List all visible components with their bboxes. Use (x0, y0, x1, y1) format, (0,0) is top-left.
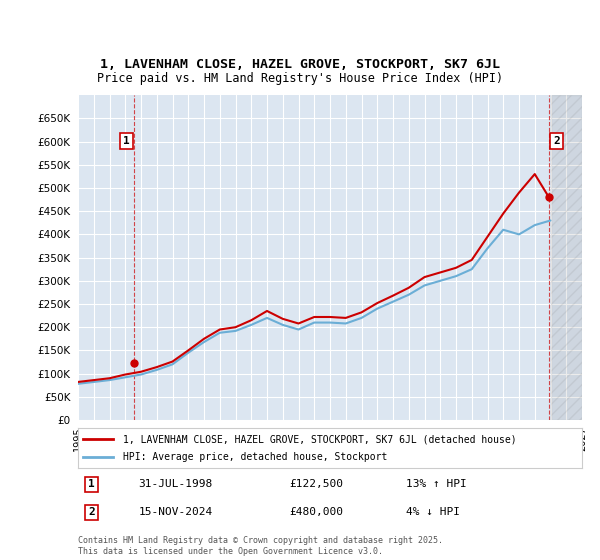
Text: 4% ↓ HPI: 4% ↓ HPI (406, 507, 460, 517)
Text: HPI: Average price, detached house, Stockport: HPI: Average price, detached house, Stoc… (124, 451, 388, 461)
Text: £480,000: £480,000 (290, 507, 344, 517)
Text: 1: 1 (123, 136, 130, 146)
Text: 15-NOV-2024: 15-NOV-2024 (139, 507, 213, 517)
Text: 1, LAVENHAM CLOSE, HAZEL GROVE, STOCKPORT, SK7 6JL: 1, LAVENHAM CLOSE, HAZEL GROVE, STOCKPOR… (100, 58, 500, 71)
Text: 1, LAVENHAM CLOSE, HAZEL GROVE, STOCKPORT, SK7 6JL (detached house): 1, LAVENHAM CLOSE, HAZEL GROVE, STOCKPOR… (124, 435, 517, 445)
Text: 31-JUL-1998: 31-JUL-1998 (139, 479, 213, 489)
Text: 1: 1 (88, 479, 95, 489)
Text: £122,500: £122,500 (290, 479, 344, 489)
Bar (551, 95, 582, 420)
Text: 2: 2 (88, 507, 95, 517)
Text: Price paid vs. HM Land Registry's House Price Index (HPI): Price paid vs. HM Land Registry's House … (97, 72, 503, 85)
Text: 13% ↑ HPI: 13% ↑ HPI (406, 479, 466, 489)
Text: Contains HM Land Registry data © Crown copyright and database right 2025.
This d: Contains HM Land Registry data © Crown c… (78, 536, 443, 556)
Text: 2: 2 (553, 136, 560, 146)
